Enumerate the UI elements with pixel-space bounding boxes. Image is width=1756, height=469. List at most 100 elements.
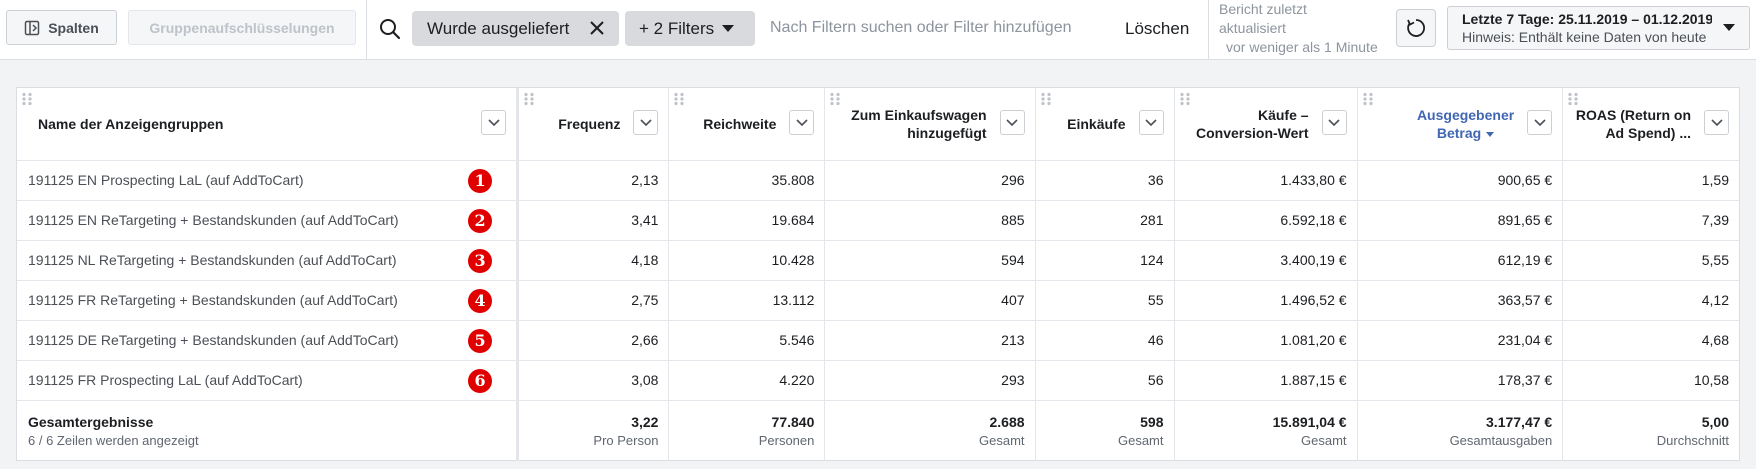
totals-title: Gesamtergebnisse [28, 413, 154, 430]
column-menu-button[interactable] [1704, 110, 1729, 135]
column-header[interactable]: Reichweite [668, 88, 826, 161]
column-menu-button[interactable] [1321, 110, 1347, 135]
ad-set-name-link[interactable]: 191125 EN ReTargeting + Bestandskunden (… [28, 212, 399, 228]
ad-set-name-cell[interactable]: 191125 DE ReTargeting + Bestandskunden (… [17, 320, 520, 361]
columns-icon [24, 20, 40, 35]
cell-einkaeufe: 46 [1035, 320, 1175, 361]
column-header-label: Reichweite [703, 115, 777, 132]
toolbar: Spalten Gruppenaufschlüsselungen Wurde a… [0, 0, 1756, 60]
total-value: 15.891,04 € [1272, 413, 1347, 430]
drag-handle-icon[interactable] [1179, 92, 1193, 106]
ad-set-name-cell[interactable]: 191125 FR ReTargeting + Bestandskunden (… [17, 280, 520, 321]
total-conversion: 15.891,04 € Gesamt [1174, 400, 1358, 461]
more-filters-label: + 2 Filters [639, 18, 715, 38]
report-updated-line: aktualisiert [1219, 20, 1286, 36]
breakdown-label: Gruppenaufschlüsselungen [149, 19, 335, 36]
column-menu-button[interactable] [1138, 110, 1164, 135]
ad-set-name-cell[interactable]: 191125 EN Prospecting LaL (auf AddToCart… [17, 160, 520, 201]
row-number-badge: 1 [468, 168, 493, 193]
ad-set-name-link[interactable]: 191125 FR Prospecting LaL (auf AddToCart… [28, 372, 303, 388]
ad-set-name-link[interactable]: 191125 DE ReTargeting + Bestandskunden (… [28, 332, 399, 348]
column-header-label: Zum Einkaufswagen hinzugefügt [851, 106, 987, 141]
cell-warenkorb: 885 [824, 200, 1036, 241]
ad-set-name-link[interactable]: 191125 EN Prospecting LaL (auf AddToCart… [28, 172, 304, 188]
table-row[interactable]: 191125 EN ReTargeting + Bestandskunden (… [17, 200, 1739, 241]
column-header[interactable]: Käufe – Conversion-Wert [1174, 88, 1358, 161]
cell-reichweite: 10.428 [668, 240, 826, 281]
cell-roas: 4,12 [1562, 280, 1739, 321]
column-header[interactable]: Zum Einkaufswagen hinzugefügt [824, 88, 1036, 161]
ad-set-name-cell[interactable]: 191125 FR Prospecting LaL (auf AddToCart… [17, 360, 520, 401]
cell-warenkorb: 407 [824, 280, 1036, 321]
drag-handle-icon[interactable] [1040, 92, 1054, 106]
cell-roas: 4,68 [1562, 320, 1739, 361]
cell-conversion: 1.887,15 € [1174, 360, 1358, 401]
close-icon[interactable] [587, 18, 607, 38]
ad-set-name-link[interactable]: 191125 NL ReTargeting + Bestandskunden (… [28, 252, 397, 268]
column-header[interactable]: Frequenz [517, 88, 670, 161]
drag-handle-icon[interactable] [1362, 92, 1376, 106]
breakdown-button[interactable]: Gruppenaufschlüsselungen [128, 10, 356, 45]
chevron-down-icon [1145, 118, 1157, 126]
cell-betrag: 891,65 € [1357, 200, 1564, 241]
columns-button[interactable]: Spalten [6, 10, 117, 45]
cell-warenkorb: 293 [824, 360, 1036, 401]
drag-handle-icon[interactable] [829, 92, 843, 106]
table-header-row: Name der Anzeigengruppen Frequenz Reichwei… [17, 88, 1739, 161]
column-menu-button[interactable] [1527, 110, 1553, 135]
toolbar-divider [366, 0, 367, 60]
columns-label: Spalten [48, 19, 99, 36]
table-row[interactable]: 191125 FR Prospecting LaL (auf AddToCart… [17, 360, 1739, 401]
table-row[interactable]: 191125 FR ReTargeting + Bestandskunden (… [17, 280, 1739, 321]
drag-handle-icon[interactable] [523, 92, 537, 106]
cell-einkaeufe: 281 [1035, 200, 1175, 241]
refresh-button[interactable] [1396, 9, 1436, 47]
ad-set-name-link[interactable]: 191125 FR ReTargeting + Bestandskunden (… [28, 292, 398, 308]
cell-betrag: 900,65 € [1357, 160, 1564, 201]
cell-conversion: 1.433,80 € [1174, 160, 1358, 201]
more-filters-chip[interactable]: + 2 Filters [625, 11, 755, 46]
column-menu-button[interactable] [633, 110, 659, 135]
column-header[interactable]: ROAS (Return on Ad Spend) ... [1562, 88, 1739, 161]
cell-warenkorb: 213 [824, 320, 1036, 361]
column-header[interactable]: Name der Anzeigengruppen [17, 88, 520, 161]
column-header[interactable]: Ausgegebener Betrag [1357, 88, 1564, 161]
table-row[interactable]: 191125 NL ReTargeting + Bestandskunden (… [17, 240, 1739, 281]
total-warenkorb: 2.688 Gesamt [824, 400, 1036, 461]
clear-filters-button[interactable]: Löschen [1125, 19, 1190, 38]
cell-conversion: 1.496,52 € [1174, 280, 1358, 321]
total-value: 77.840 [771, 413, 815, 430]
refresh-icon [1407, 19, 1425, 37]
cell-roas: 7,39 [1562, 200, 1739, 241]
ad-sets-table: Name der Anzeigengruppen Frequenz Reichwei… [16, 87, 1740, 461]
cell-reichweite: 5.546 [668, 320, 826, 361]
column-menu-button[interactable] [789, 110, 815, 135]
cell-roas: 1,59 [1562, 160, 1739, 201]
search-icon[interactable] [378, 17, 402, 41]
table-row[interactable]: 191125 EN Prospecting LaL (auf AddToCart… [17, 160, 1739, 201]
ad-set-name-cell[interactable]: 191125 NL ReTargeting + Bestandskunden (… [17, 240, 520, 281]
filter-chip-label: Wurde ausgeliefert [427, 18, 570, 38]
filter-search-input[interactable]: Nach Filtern suchen oder Filter hinzufüg… [770, 19, 1072, 36]
date-range-picker[interactable]: Letzte 7 Tage: 25.11.2019 – 01.12.2019 H… [1447, 6, 1750, 50]
report-updated-line: Bericht zuletzt [1219, 1, 1307, 17]
table-row[interactable]: 191125 DE ReTargeting + Bestandskunden (… [17, 320, 1739, 361]
cell-reichweite: 4.220 [668, 360, 826, 401]
column-header-label: Käufe – Conversion-Wert [1196, 106, 1309, 141]
drag-handle-icon[interactable] [673, 92, 687, 106]
cell-reichweite: 13.112 [668, 280, 826, 321]
sort-desc-icon[interactable] [1486, 131, 1495, 137]
total-roas: 5,00 Durchschnitt [1563, 400, 1739, 461]
drag-handle-icon[interactable] [21, 92, 35, 106]
ad-set-name-cell[interactable]: 191125 EN ReTargeting + Bestandskunden (… [17, 200, 520, 241]
column-header-label: Frequenz [558, 115, 621, 132]
drag-handle-icon[interactable] [1567, 92, 1581, 106]
cell-betrag: 231,04 € [1357, 320, 1564, 361]
row-number-badge: 4 [468, 288, 493, 313]
column-header[interactable]: Einkäufe [1035, 88, 1175, 161]
total-einkaeufe: 598 Gesamt [1035, 400, 1175, 461]
caret-down-icon [722, 24, 735, 32]
filter-chip-delivered[interactable]: Wurde ausgeliefert [412, 11, 619, 46]
column-menu-button[interactable] [999, 110, 1025, 135]
column-menu-button[interactable] [481, 110, 507, 135]
